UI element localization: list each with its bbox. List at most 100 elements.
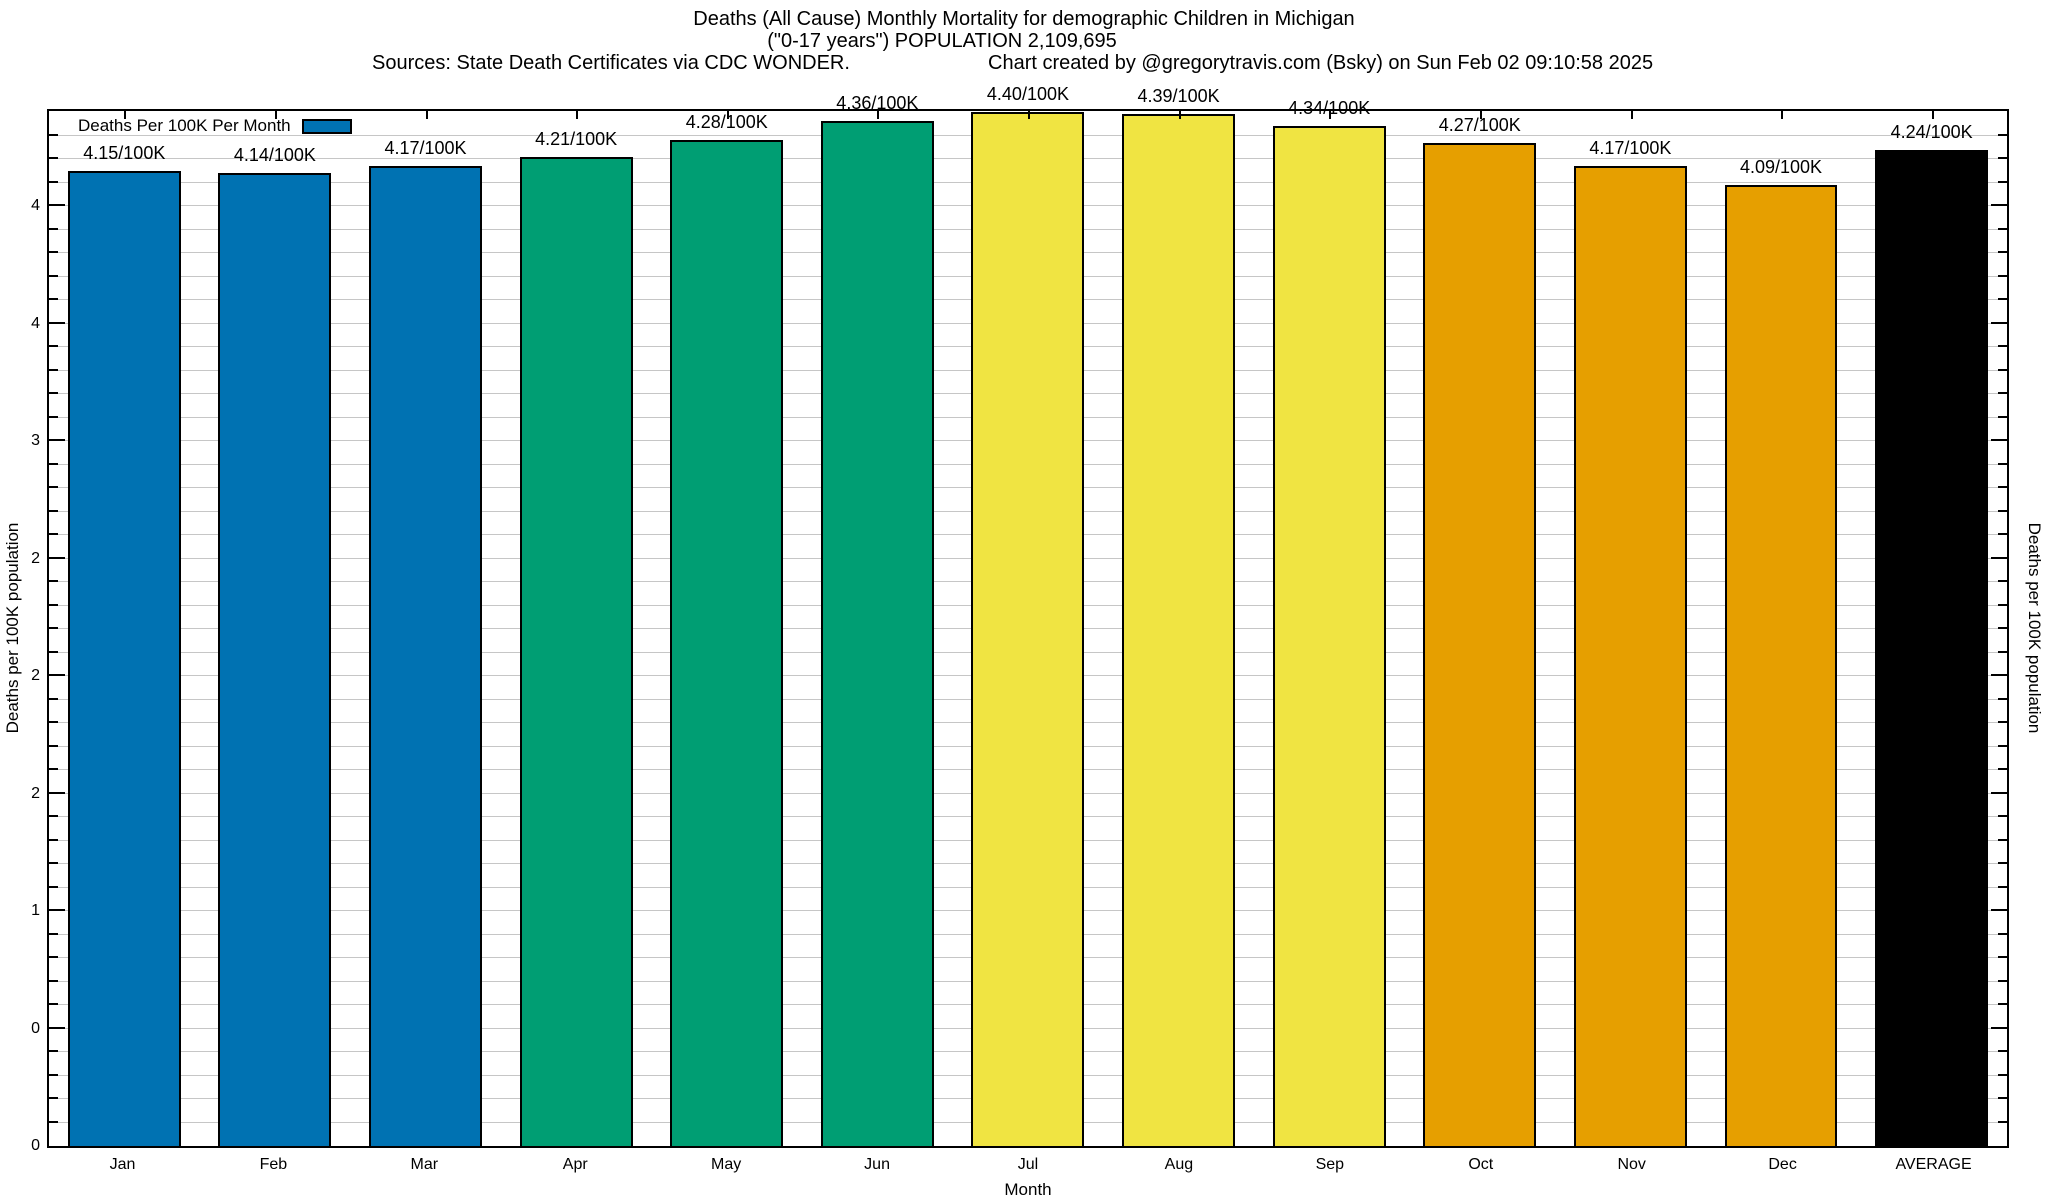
y-minor-tick [49, 1003, 58, 1005]
y-minor-tick [49, 486, 58, 488]
y-minor-tick [49, 251, 58, 253]
x-tick [124, 111, 127, 119]
y-minor-tick [49, 1050, 58, 1052]
x-tick [1630, 111, 1633, 119]
y-major-tick [49, 321, 65, 324]
y-major-tick [49, 1026, 65, 1029]
bar-value-label-nov: 4.17/100K [1589, 138, 1672, 159]
x-tick-label-average: AVERAGE [1895, 1156, 1972, 1173]
y-minor-tick [1998, 486, 2007, 488]
y-minor-tick [49, 157, 58, 159]
y-minor-tick [1998, 180, 2007, 183]
y-minor-tick [49, 509, 58, 512]
x-tick [425, 111, 428, 119]
x-tick-label-feb: Feb [259, 1156, 288, 1173]
y-minor-tick [1998, 1120, 2007, 1123]
bars-layer: 4.15/100K 4.14/100K 4.17/100K 4.21/100K 4.28… [49, 84, 2007, 1146]
bar-value-label-jan: 4.15/100K [83, 142, 166, 163]
y-major-tick [49, 674, 65, 676]
y-minor-tick [49, 838, 58, 841]
y-minor-tick [1998, 415, 2007, 418]
bar-jan [67, 170, 181, 1146]
y-major-tick [1991, 439, 2007, 441]
bar-oct [1423, 142, 1537, 1146]
y-tick-label: 4 [31, 314, 40, 332]
bar-slot-sep: 4.34/100K [1254, 98, 1405, 1146]
bar-slot-average: 4.24/100K [1856, 111, 2007, 1146]
y-minor-tick [1998, 368, 2007, 371]
x-tick-label-apr: Apr [562, 1156, 588, 1173]
y-major-tick [1991, 321, 2007, 324]
y-tick-label: 4 [31, 197, 40, 214]
bar-slot-apr: 4.21/100K [501, 111, 652, 1146]
y-minor-tick [49, 133, 58, 136]
y-minor-tick [49, 368, 58, 371]
y-minor-tick [49, 744, 58, 747]
bar-slot-oct: 4.27/100K [1404, 111, 1555, 1146]
bar-nov [1573, 166, 1687, 1146]
bar-value-label-dec: 4.09/100K [1739, 156, 1823, 177]
x-tick-label-nov: Nov [1617, 1156, 1646, 1173]
y-minor-tick [49, 956, 58, 958]
bar-value-label-average: 4.24/100K [1890, 121, 1973, 142]
y-minor-tick [1998, 1073, 2007, 1076]
x-tick-label-oct: Oct [1468, 1156, 1494, 1173]
y-minor-tick [1998, 862, 2007, 864]
y-minor-tick [1998, 721, 2007, 723]
bar-slot-dec: 4.09/100K [1706, 111, 1857, 1146]
y-major-tick [1991, 674, 2007, 676]
y-tick-label: 2 [31, 549, 40, 567]
y-major-tick [1991, 791, 2007, 794]
y-major-tick [1991, 204, 2007, 206]
y-minor-tick [1998, 979, 2007, 982]
y-minor-tick [1998, 227, 2007, 230]
y-minor-tick [49, 815, 58, 817]
y-tick-label: 0 [31, 1137, 40, 1154]
x-tick-label-sep: Sep [1315, 1156, 1345, 1173]
y-major-tick [1991, 1026, 2007, 1029]
y-minor-tick [49, 345, 58, 347]
y-minor-tick [1998, 885, 2007, 888]
bar-jul [971, 112, 1085, 1146]
chart-title-line1: Deaths (All Cause) Monthly Mortality for… [693, 8, 1355, 30]
y-minor-tick [1998, 768, 2007, 770]
y-minor-tick [49, 979, 58, 982]
y-tick-label: 2 [31, 667, 40, 684]
chart-title-line2: ("0-17 years") POPULATION 2,109,695 [767, 30, 1117, 52]
y-minor-tick [49, 1097, 58, 1099]
bar-slot-jul: 4.40/100K [953, 84, 1104, 1146]
y-minor-tick [1998, 533, 2007, 535]
legend-color-swatch [301, 118, 352, 134]
y-minor-tick [1998, 1003, 2007, 1005]
bar-may [670, 140, 784, 1146]
x-tick-label-jul: Jul [1017, 1156, 1039, 1173]
x-tick-label-aug: Aug [1164, 1156, 1194, 1173]
y-minor-tick [49, 603, 58, 606]
sources-text: Sources: State Death Certificates via CD… [372, 52, 850, 74]
y-major-tick [49, 556, 65, 559]
bar-sep [1272, 126, 1386, 1146]
y-minor-tick [49, 721, 58, 723]
bar-dec [1724, 184, 1838, 1146]
bar-jun [820, 121, 934, 1146]
y-minor-tick [1998, 815, 2007, 817]
bar-feb [218, 173, 332, 1146]
x-tick [726, 111, 729, 119]
x-tick [274, 111, 277, 119]
bar-value-label-feb: 4.14/100K [233, 145, 316, 166]
y-minor-tick [1998, 251, 2007, 253]
bar-slot-mar: 4.17/100K [350, 111, 501, 1146]
y-minor-tick [49, 227, 58, 230]
y-minor-tick [1998, 1097, 2007, 1099]
y-minor-tick [1998, 932, 2007, 935]
y-minor-tick [49, 415, 58, 418]
y-major-tick [49, 204, 65, 206]
y-minor-tick [49, 627, 58, 629]
y-axis-title-right: Deaths per 100K population [2025, 522, 2044, 734]
bar-value-label-mar: 4.17/100K [384, 138, 467, 159]
x-tick [1479, 111, 1482, 119]
y-minor-tick [49, 650, 58, 653]
y-tick-label: 1 [31, 902, 40, 919]
y-tick-label: 0 [31, 1019, 40, 1037]
x-axis-title: Month [1004, 1180, 1052, 1199]
